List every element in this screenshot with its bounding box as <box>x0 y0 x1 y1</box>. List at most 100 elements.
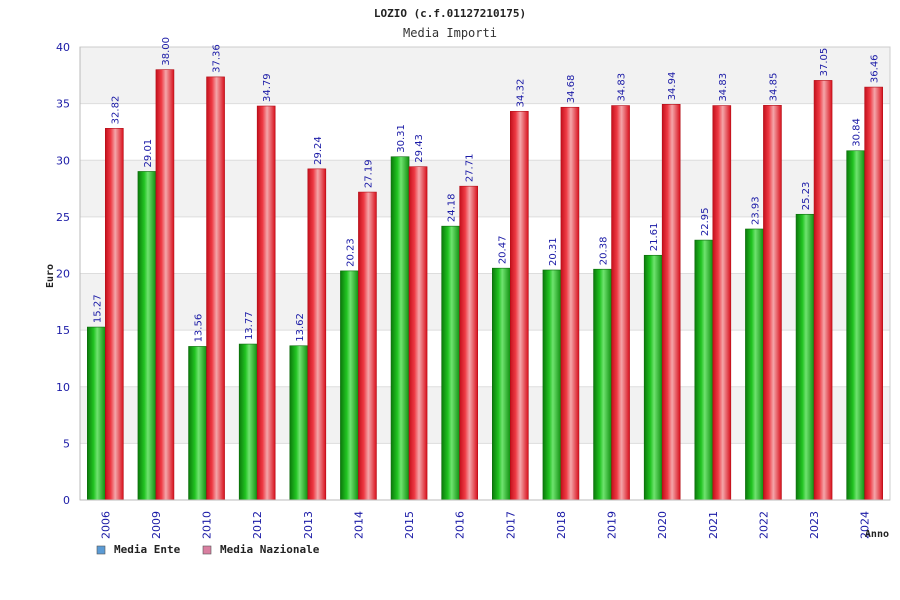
value-label-media-ente: 21.61 <box>649 223 660 252</box>
value-label-media-ente: 23.93 <box>750 196 761 225</box>
bar-media-nazionale <box>864 86 883 501</box>
value-labels: 15.27 32.82 29.01 38.00 13.56 37.36 13.77 34.79… <box>92 37 880 342</box>
value-label-media-ente: 24.18 <box>447 194 458 223</box>
value-label-media-ente: 20.47 <box>497 236 508 265</box>
value-label-media-nazionale: 34.79 <box>262 73 273 102</box>
bar-media-nazionale <box>510 111 529 501</box>
value-label-media-nazionale: 29.43 <box>414 134 425 163</box>
y-axis-label: Euro <box>45 264 56 288</box>
bar-media-ente <box>542 269 562 501</box>
legend-label-media-ente: Media Ente <box>114 543 181 556</box>
bar-media-ente <box>745 228 764 501</box>
x-tick-label: 2010 <box>201 511 214 539</box>
value-label-media-nazionale: 27.71 <box>465 154 476 183</box>
value-label-media-nazionale: 34.83 <box>617 73 628 102</box>
y-tick-label: 40 <box>56 41 70 54</box>
value-label-media-ente: 15.27 <box>92 294 103 323</box>
bar-media-nazionale <box>206 76 225 501</box>
bar-media-nazionale <box>813 80 833 501</box>
x-tick-label: 2021 <box>707 511 720 539</box>
legend: Media Ente Media Nazionale <box>96 543 320 556</box>
bars <box>87 69 883 501</box>
bar-media-nazionale <box>358 191 377 501</box>
value-label-media-ente: 20.23 <box>345 238 356 267</box>
x-tick-label: 2017 <box>504 511 517 539</box>
y-tick-label: 35 <box>56 98 70 111</box>
bar-media-ente <box>694 239 714 501</box>
bar-media-ente <box>87 326 106 501</box>
value-label-media-ente: 25.23 <box>801 182 812 211</box>
y-tick-label: 10 <box>56 381 70 394</box>
x-tick-label: 2013 <box>302 511 315 539</box>
bar-media-nazionale <box>763 105 782 501</box>
bar-media-ente <box>289 345 309 501</box>
value-label-media-ente: 13.62 <box>295 313 306 342</box>
y-tick-label: 20 <box>56 268 70 281</box>
bar-media-nazionale <box>256 105 276 501</box>
value-label-media-nazionale: 36.46 <box>870 54 881 83</box>
value-label-media-ente: 22.95 <box>700 207 711 236</box>
bar-media-nazionale <box>712 105 732 501</box>
value-label-media-nazionale: 34.94 <box>667 72 678 101</box>
bar-media-ente <box>846 150 865 501</box>
bar-media-ente <box>593 268 612 501</box>
x-axis-label: Anno <box>865 529 889 540</box>
value-label-media-nazionale: 34.85 <box>768 73 779 102</box>
bar-media-nazionale <box>560 106 580 501</box>
y-tick-label: 15 <box>56 324 70 337</box>
x-tick-label: 2018 <box>555 511 568 539</box>
x-axis-ticks: 2006 2009 2010 2012 2013 2014 2015 2016 2017 2018… <box>99 511 871 539</box>
bar-media-nazionale <box>307 168 327 501</box>
bar-media-ente <box>390 156 410 501</box>
value-label-media-nazionale: 29.24 <box>313 136 324 165</box>
value-label-media-ente: 20.31 <box>548 237 559 266</box>
bar-media-nazionale <box>408 166 428 501</box>
value-label-media-ente: 13.77 <box>244 311 255 340</box>
y-tick-label: 5 <box>63 437 70 450</box>
value-label-media-nazionale: 34.32 <box>515 79 526 108</box>
bar-media-nazionale <box>661 104 681 501</box>
value-label-media-ente: 30.31 <box>396 124 407 153</box>
value-label-media-nazionale: 37.05 <box>819 48 830 77</box>
x-tick-label: 2020 <box>656 511 669 539</box>
chart-subtitle: Media Importi <box>403 26 497 40</box>
y-axis-ticks: 0 5 10 15 20 25 30 35 40 <box>56 41 70 507</box>
bar-media-ente <box>188 346 207 501</box>
bar-media-nazionale <box>611 105 630 501</box>
x-tick-label: 2015 <box>403 511 416 539</box>
bar-media-ente <box>137 171 157 501</box>
bar-media-ente <box>643 254 663 501</box>
legend-swatch-media-ente <box>96 545 106 555</box>
value-label-media-ente: 29.01 <box>143 139 154 168</box>
value-label-media-nazionale: 34.68 <box>566 75 577 104</box>
x-tick-label: 2006 <box>99 511 112 539</box>
x-tick-label: 2019 <box>606 511 619 539</box>
bar-media-ente <box>795 213 815 501</box>
bar-media-ente <box>492 267 511 501</box>
chart-title: LOZIO (c.f.01127210175) <box>374 7 526 20</box>
x-tick-label: 2024 <box>859 511 872 539</box>
value-label-media-nazionale: 37.36 <box>212 44 223 73</box>
y-tick-label: 25 <box>56 211 70 224</box>
bar-media-ente <box>238 343 258 501</box>
bar-media-nazionale <box>459 185 478 501</box>
x-tick-label: 2023 <box>808 511 821 539</box>
x-tick-label: 2014 <box>352 511 365 539</box>
x-tick-label: 2012 <box>251 511 264 539</box>
value-label-media-nazionale: 38.00 <box>161 37 172 66</box>
bar-media-ente <box>340 270 359 501</box>
bar-media-ente <box>441 225 460 501</box>
y-tick-label: 30 <box>56 154 70 167</box>
legend-swatch-media-nazionale <box>202 545 212 555</box>
x-tick-label: 2022 <box>757 511 770 539</box>
legend-label-media-nazionale: Media Nazionale <box>220 543 320 556</box>
bar-media-nazionale <box>105 128 124 501</box>
value-label-media-nazionale: 27.19 <box>363 159 374 188</box>
value-label-media-ente: 13.56 <box>194 314 205 343</box>
value-label-media-ente: 20.38 <box>599 237 610 266</box>
bar-media-nazionale <box>155 69 175 501</box>
x-tick-label: 2016 <box>454 511 467 539</box>
y-tick-label: 0 <box>63 494 70 507</box>
value-label-media-ente: 30.84 <box>852 118 863 147</box>
